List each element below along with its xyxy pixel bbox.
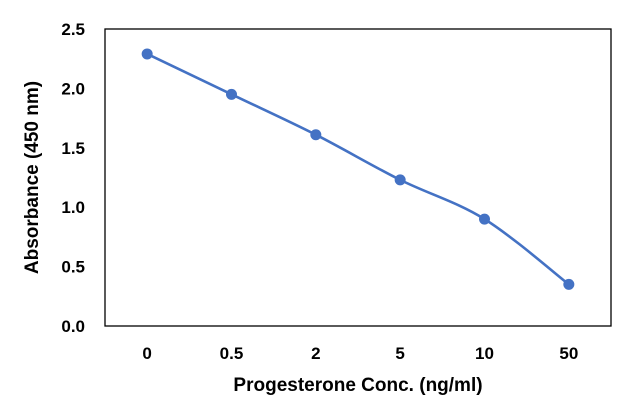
- x-tick-labels: 0 0.5 2 5 10 50: [142, 344, 578, 363]
- y-tick-label: 2.0: [61, 79, 85, 98]
- y-axis-title: Absorbance (450 nm): [22, 81, 43, 274]
- y-tick-label: 0.5: [61, 258, 85, 277]
- data-point-0: [141, 48, 153, 60]
- plot-frame: [104, 28, 612, 327]
- x-tick-label: 0.5: [220, 344, 244, 363]
- data-points: [141, 48, 575, 290]
- data-point-50: [563, 278, 575, 290]
- x-axis-title: Progesterone Conc. (ng/ml): [233, 375, 482, 396]
- series-line: [145, 52, 571, 286]
- x-tick-label: 50: [559, 344, 578, 363]
- y-tick-label: 1.0: [61, 198, 85, 217]
- y-tick-label: 1.5: [61, 139, 85, 158]
- data-point-5: [394, 174, 406, 186]
- y-tick-labels: 0.0 0.5 1.0 1.5 2.0 2.5: [61, 20, 85, 336]
- x-tick-label: 5: [395, 344, 404, 363]
- data-point-10: [479, 213, 490, 225]
- y-tick-label: 2.5: [61, 20, 85, 39]
- y-tick-label: 0.0: [61, 317, 85, 336]
- data-point-0.5: [226, 88, 237, 100]
- x-tick-label: 10: [475, 344, 494, 363]
- data-point-2: [310, 129, 322, 141]
- x-tick-label: 2: [311, 344, 320, 363]
- x-tick-label: 0: [142, 344, 151, 363]
